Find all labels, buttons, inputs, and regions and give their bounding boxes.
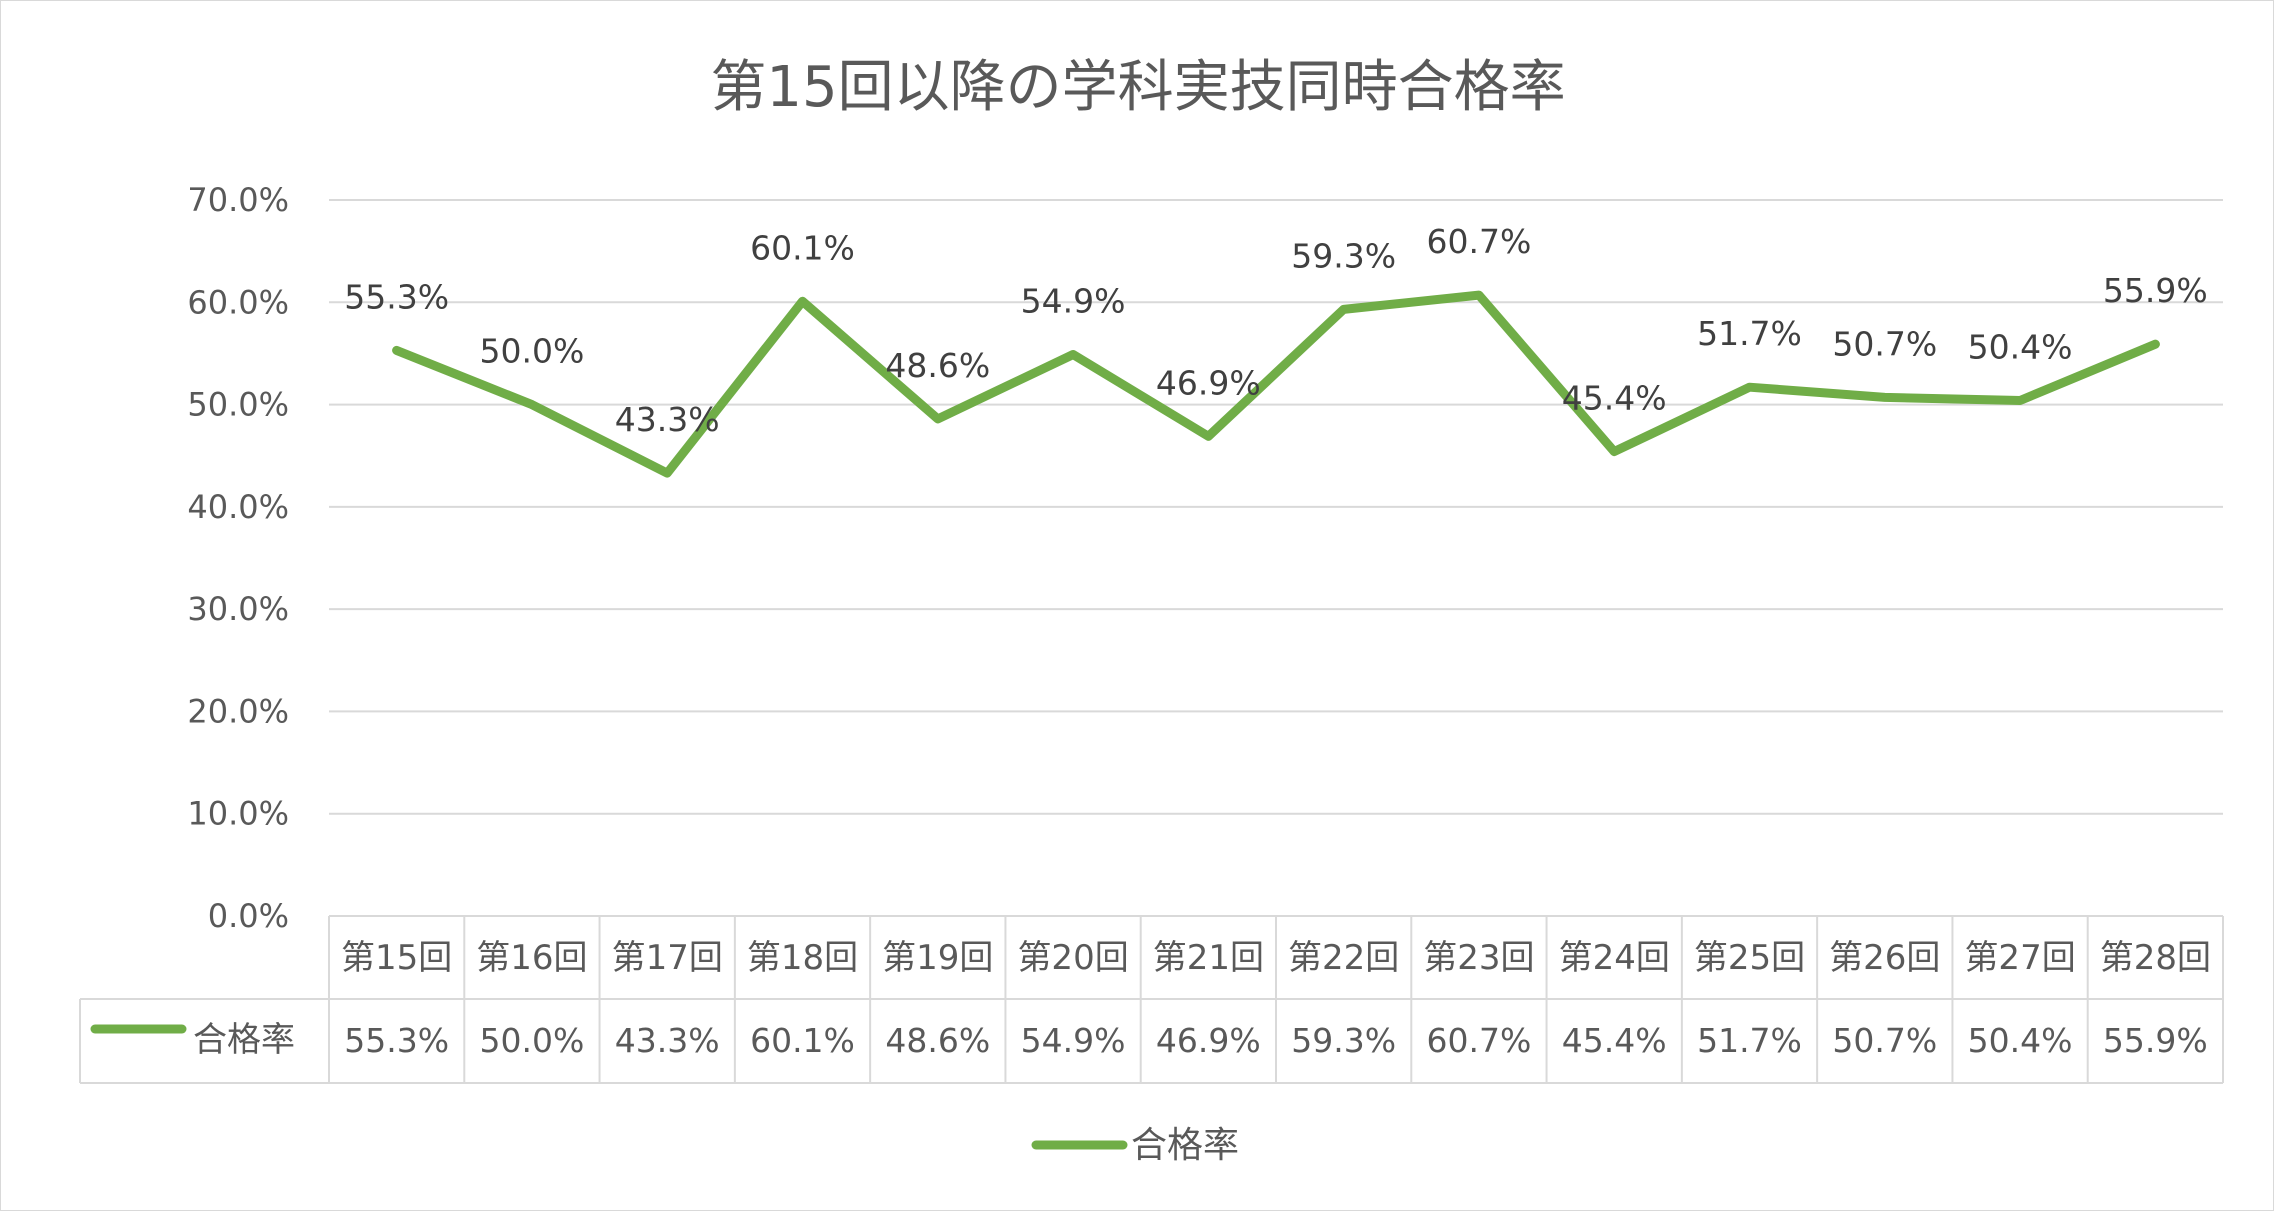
data-label: 43.3%: [615, 400, 720, 439]
y-tick-label: 0.0%: [208, 897, 289, 935]
table-value-cell: 50.0%: [480, 1021, 585, 1060]
y-tick-label: 10.0%: [187, 795, 289, 833]
table-value-cell: 50.7%: [1832, 1021, 1937, 1060]
table-value-cell: 45.4%: [1562, 1021, 1667, 1060]
series-line-layer: [397, 295, 2156, 473]
table-value-cell: 55.3%: [344, 1021, 449, 1060]
x-category-label: 第24回: [1559, 938, 1670, 978]
x-category-label: 第22回: [1288, 938, 1399, 978]
x-category-label: 第18回: [747, 938, 858, 978]
series-line: [397, 295, 2156, 473]
y-tick-label: 70.0%: [187, 181, 289, 219]
y-tick-label: 60.0%: [187, 283, 289, 321]
data-label: 60.1%: [750, 228, 855, 267]
table-value-cell: 48.6%: [885, 1021, 990, 1060]
x-category-label: 第28回: [2100, 938, 2211, 978]
x-category-label: 第25回: [1694, 938, 1805, 978]
x-category-label: 第19回: [882, 938, 993, 978]
data-label: 50.4%: [1968, 327, 2073, 366]
data-label: 51.7%: [1697, 314, 1802, 353]
data-label: 50.0%: [480, 332, 585, 371]
table-value-cell: 54.9%: [1021, 1021, 1126, 1060]
table-value-cell: 43.3%: [615, 1021, 720, 1060]
legend: 合格率: [1036, 1125, 1239, 1166]
y-tick-label: 40.0%: [187, 488, 289, 526]
data-label: 45.4%: [1562, 379, 1667, 418]
data-label: 59.3%: [1291, 236, 1396, 275]
table-value-cell: 46.9%: [1156, 1021, 1261, 1060]
table-value-cell: 60.1%: [750, 1021, 855, 1060]
y-axis-tick-labels: 0.0% 10.0% 20.0% 30.0% 40.0% 50.0% 60.0% 70.0%: [187, 181, 289, 935]
data-table: 第15回第16回第17回第18回第19回第20回第21回第22回第23回第24回…: [80, 916, 2223, 1083]
x-category-label: 第26回: [1829, 938, 1940, 978]
data-label: 46.9%: [1156, 363, 1261, 402]
data-label: 60.7%: [1427, 222, 1532, 261]
data-label: 48.6%: [885, 346, 990, 385]
table-value-cell: 50.4%: [1968, 1021, 2073, 1060]
table-value-cell: 51.7%: [1697, 1021, 1802, 1060]
y-tick-label: 20.0%: [187, 692, 289, 730]
data-labels: 55.3% 50.0% 43.3% 60.1% 48.6% 54.9% 46.9% 59.3%…: [344, 222, 2208, 439]
data-label: 55.3%: [344, 277, 449, 316]
data-label: 55.9%: [2103, 271, 2208, 310]
x-category-label: 第16回: [476, 938, 587, 978]
chart-title: 第15回以降の学科実技同時合格率: [710, 55, 1565, 120]
x-category-label: 第17回: [612, 938, 723, 978]
gridlines: [329, 200, 2223, 814]
x-category-label: 第23回: [1423, 938, 1534, 978]
table-value-cell: 55.9%: [2103, 1021, 2208, 1060]
y-tick-label: 50.0%: [187, 386, 289, 424]
legend-series-label: 合格率: [1131, 1125, 1239, 1166]
data-label: 50.7%: [1832, 324, 1937, 363]
x-category-label: 第20回: [1017, 938, 1128, 978]
x-category-label: 第21回: [1153, 938, 1264, 978]
table-value-cell: 60.7%: [1427, 1021, 1532, 1060]
table-value-cell: 59.3%: [1291, 1021, 1396, 1060]
table-row-label: 合格率: [193, 1020, 295, 1060]
x-category-label: 第27回: [1964, 938, 2075, 978]
y-tick-label: 30.0%: [187, 590, 289, 628]
x-category-label: 第15回: [341, 938, 452, 978]
data-label: 54.9%: [1021, 281, 1126, 320]
